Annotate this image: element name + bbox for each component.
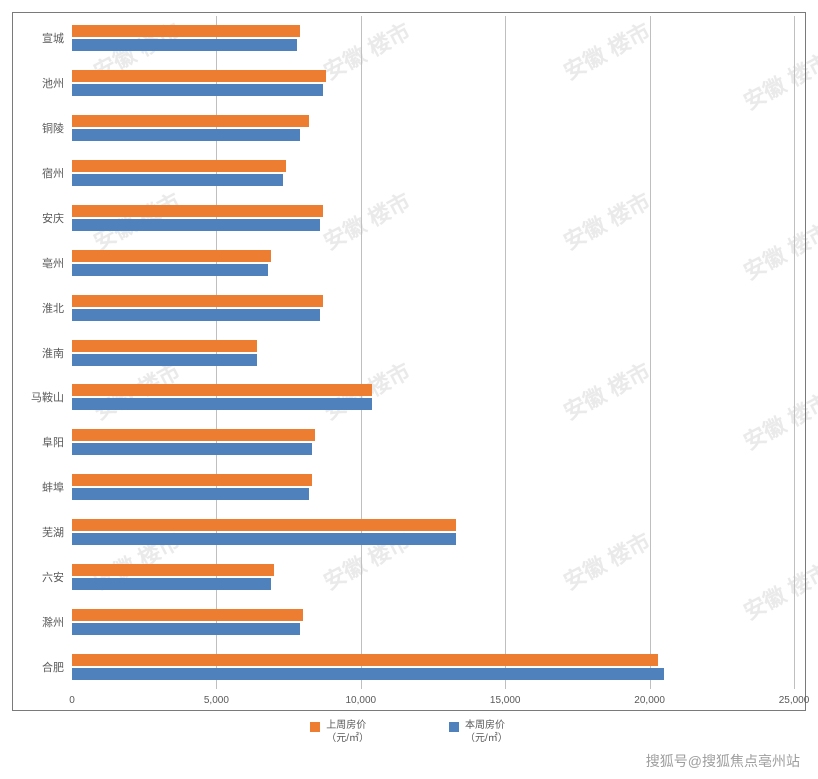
y-category-label: 淮北 [42,300,72,316]
x-tick-label: 0 [69,695,75,706]
bar-last_week [72,25,300,37]
bar-this_week [72,39,297,51]
bar-last_week [72,654,658,666]
y-category-label: 亳州 [42,255,72,271]
bar-this_week [72,219,320,231]
x-tick-label: 10,000 [346,695,377,706]
bar-last_week [72,429,315,441]
legend-label-this-week: 本周房价 （元/㎡） [465,720,508,745]
chart-frame: 安徽 楼市安徽 楼市安徽 楼市安徽 楼市安徽 楼市安徽 楼市安徽 楼市安徽 楼市… [0,0,818,779]
bar-this_week [72,84,323,96]
x-tick-label: 5,000 [204,695,229,706]
bar-last_week [72,609,303,621]
grid-line [361,16,362,689]
bar-this_week [72,398,372,410]
legend-swatch-last-week [310,722,320,732]
y-category-label: 滁州 [42,614,72,630]
bar-last_week [72,115,309,127]
y-category-label: 淮南 [42,345,72,361]
bar-last_week [72,474,312,486]
grid-line [650,16,651,689]
bar-this_week [72,533,456,545]
legend-item-this-week: 本周房价 （元/㎡） [449,720,508,745]
bar-this_week [72,578,271,590]
legend-item-last-week: 上周房价 （元/㎡） [310,720,369,745]
bar-last_week [72,70,326,82]
y-category-label: 宿州 [42,165,72,181]
footer-attribution: 搜狐号@搜狐焦点亳州站 [646,751,800,771]
grid-line [794,16,795,689]
x-tick-label: 25,000 [779,695,810,706]
bar-last_week [72,250,271,262]
plot-area: 05,00010,00015,00020,00025,000宣城池州铜陵宿州安庆… [72,16,794,689]
bar-last_week [72,519,456,531]
bar-last_week [72,564,274,576]
bar-this_week [72,488,309,500]
y-category-label: 安庆 [42,210,72,226]
bar-last_week [72,340,257,352]
y-category-label: 蚌埠 [42,479,72,495]
bar-this_week [72,264,268,276]
bar-this_week [72,623,300,635]
bar-this_week [72,309,320,321]
y-category-label: 阜阳 [42,434,72,450]
legend: 上周房价 （元/㎡） 本周房价 （元/㎡） [0,720,818,745]
y-category-label: 池州 [42,75,72,91]
y-category-label: 六安 [42,569,72,585]
bar-this_week [72,443,312,455]
bar-last_week [72,160,286,172]
bar-last_week [72,205,323,217]
y-category-label: 马鞍山 [31,389,72,405]
bar-this_week [72,129,300,141]
bar-this_week [72,354,257,366]
y-category-label: 铜陵 [42,120,72,136]
y-category-label: 宣城 [42,30,72,46]
x-tick-label: 15,000 [490,695,521,706]
legend-label-last-week: 上周房价 （元/㎡） [326,720,369,745]
bar-this_week [72,174,283,186]
grid-line [505,16,506,689]
bar-last_week [72,295,323,307]
y-category-label: 芜湖 [42,524,72,540]
y-category-label: 合肥 [42,659,72,675]
x-tick-label: 20,000 [634,695,665,706]
bar-last_week [72,384,372,396]
bar-this_week [72,668,664,680]
legend-swatch-this-week [449,722,459,732]
